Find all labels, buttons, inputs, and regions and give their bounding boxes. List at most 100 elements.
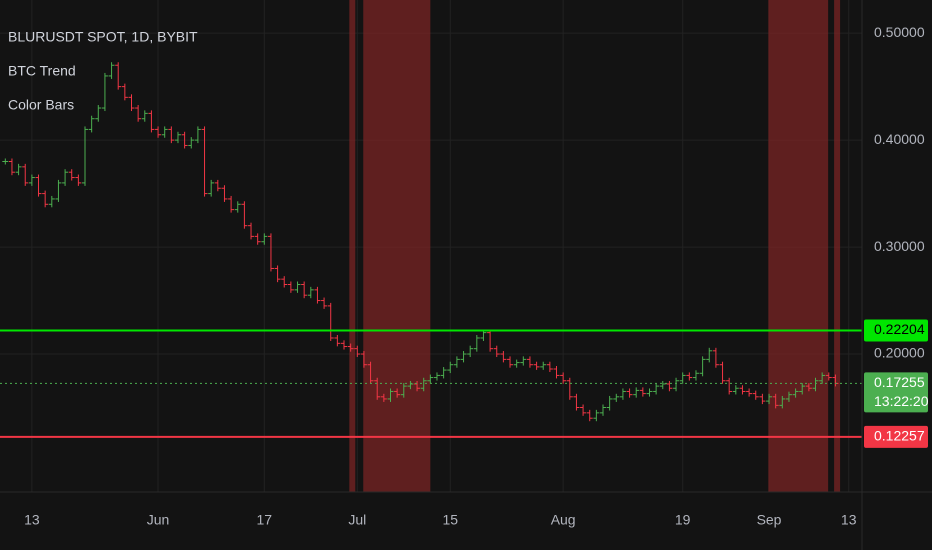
price-label: 0.22204: [874, 321, 925, 337]
price-bar: [447, 361, 454, 374]
price-bar: [121, 83, 128, 101]
y-tick-label: 0.20000: [874, 345, 925, 361]
x-tick-label: Sep: [757, 512, 782, 528]
price-bar: [367, 361, 374, 384]
price-bar: [108, 62, 115, 79]
price-bar: [181, 131, 188, 149]
price-label: 0.17255: [874, 374, 925, 390]
price-bar: [115, 62, 122, 90]
price-bar: [613, 393, 620, 402]
price-bar: [805, 383, 812, 392]
price-bar: [653, 383, 660, 395]
price-bar: [82, 126, 89, 186]
price-bar: [141, 110, 148, 122]
price-bar: [234, 201, 241, 213]
price-bar: [626, 388, 633, 398]
indicator-label: Color Bars: [8, 97, 74, 113]
price-bar: [520, 356, 527, 366]
price-bar: [254, 233, 261, 245]
price-bar: [380, 393, 387, 402]
price-bar: [221, 185, 228, 202]
price-bar: [314, 286, 321, 304]
price-bar: [766, 393, 773, 405]
price-bar: [148, 110, 155, 133]
x-tick-label: 19: [675, 512, 691, 528]
price-bar: [321, 297, 328, 309]
price-bar: [540, 361, 547, 370]
price-label-box: [864, 372, 928, 413]
price-bar: [128, 94, 135, 112]
price-bar: [35, 174, 42, 197]
price-bar: [327, 302, 334, 341]
price-bar: [712, 347, 719, 368]
price-bar: [88, 115, 95, 133]
plot-area: [0, 0, 862, 492]
price-bar: [692, 370, 699, 381]
price-bar: [42, 190, 49, 208]
price-bar: [188, 137, 195, 149]
price-bar: [241, 201, 248, 229]
price-bar: [387, 388, 394, 402]
price-bar: [168, 126, 175, 144]
price-bar: [726, 377, 733, 395]
price-bar: [261, 233, 268, 245]
price-bar: [28, 174, 35, 186]
price-bar: [739, 385, 746, 395]
price-bar: [593, 409, 600, 422]
price-bar: [307, 286, 314, 299]
price-bar: [281, 276, 288, 288]
price-bar: [679, 372, 686, 384]
price-bar: [155, 126, 162, 138]
x-tick-label: 15: [442, 512, 458, 528]
price-bar: [267, 233, 274, 272]
price-bar: [374, 377, 381, 400]
price-bar: [407, 380, 414, 390]
price-label: 0.12257: [874, 428, 925, 444]
price-bar: [586, 409, 593, 422]
price-bar: [453, 356, 460, 368]
price-bar: [759, 393, 766, 405]
price-bar: [101, 72, 108, 112]
price-bar: [825, 372, 832, 381]
price-bar: [201, 126, 208, 197]
price-bar: [546, 361, 553, 372]
x-tick-label: 13: [24, 512, 40, 528]
price-bar: [480, 329, 487, 341]
price-bar: [513, 359, 520, 368]
price-bar: [248, 222, 255, 240]
price-bar: [779, 395, 786, 409]
trend-shade: [834, 0, 841, 492]
price-bar: [473, 334, 480, 352]
price-bar: [301, 281, 308, 299]
price-bar: [799, 383, 806, 395]
price-bar: [8, 158, 15, 176]
price-bar: [553, 366, 560, 379]
trend-shade: [768, 0, 829, 492]
price-bar: [699, 356, 706, 377]
price-bar: [274, 265, 281, 283]
price-bar: [507, 356, 514, 368]
price-bar: [487, 329, 494, 352]
trend-shade: [349, 0, 356, 492]
price-bar: [15, 163, 22, 176]
price-bar: [354, 345, 361, 358]
price-bar: [659, 380, 666, 390]
price-bar: [573, 393, 580, 411]
price-bar: [334, 334, 341, 347]
price-bar: [533, 361, 540, 370]
y-tick-label: 0.30000: [874, 238, 925, 254]
price-bar: [174, 131, 181, 144]
price-bar: [639, 387, 646, 397]
price-bar: [500, 351, 507, 363]
x-tick-label: Aug: [551, 512, 576, 528]
price-bar: [746, 388, 753, 397]
price-bar: [460, 351, 467, 363]
indicator-label: BTC Trend: [8, 63, 76, 79]
price-label-box: [864, 425, 928, 448]
price-bar: [493, 345, 500, 358]
price-bar: [785, 391, 792, 402]
price-bar: [194, 126, 201, 144]
price-bar: [440, 367, 447, 379]
price-bar: [22, 163, 29, 186]
